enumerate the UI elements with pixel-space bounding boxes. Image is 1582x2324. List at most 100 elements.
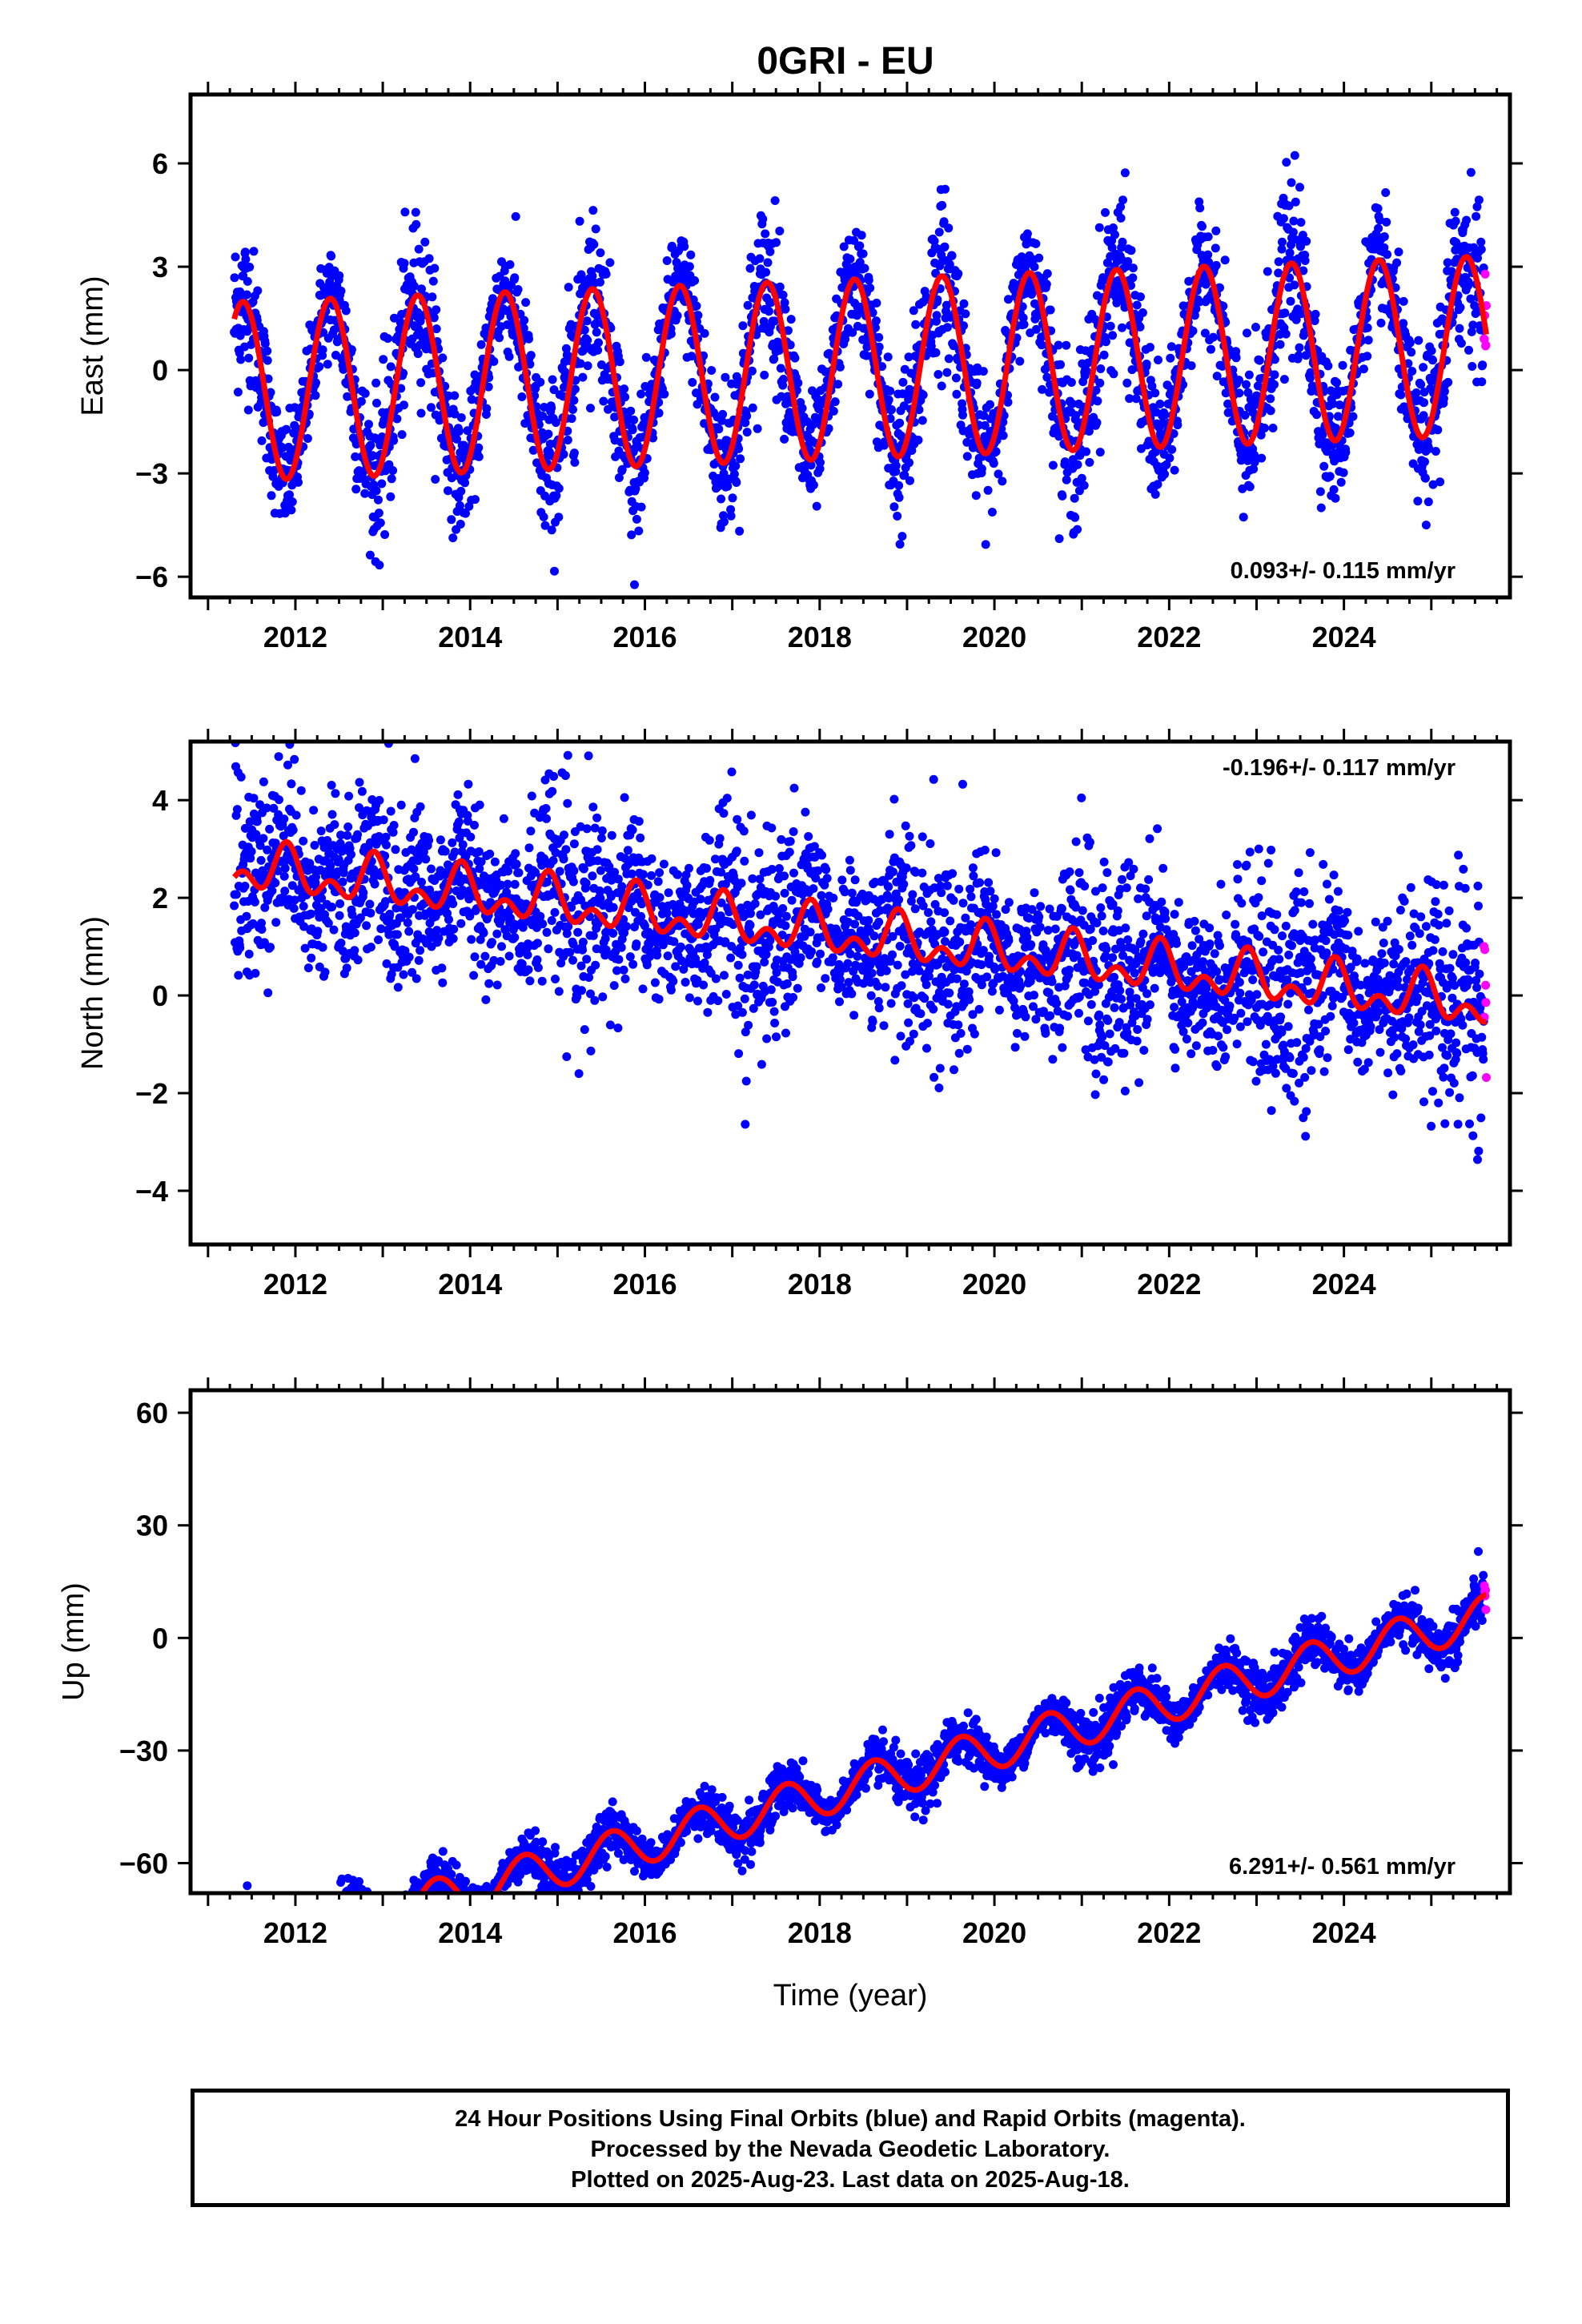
final-point: [267, 491, 276, 501]
final-point: [676, 942, 685, 951]
final-point: [623, 846, 632, 855]
final-point: [734, 1049, 744, 1059]
final-point: [738, 321, 748, 331]
final-point: [1099, 350, 1109, 360]
final-point: [720, 971, 729, 980]
final-point: [829, 893, 838, 903]
final-point: [1126, 246, 1136, 255]
final-point: [511, 211, 520, 221]
final-point: [1251, 323, 1260, 332]
final-point: [629, 415, 639, 424]
final-point: [287, 881, 297, 891]
final-point: [548, 375, 557, 384]
final-point: [1031, 324, 1041, 334]
final-point: [365, 899, 375, 909]
final-point: [727, 767, 737, 777]
final-point: [303, 963, 313, 973]
final-point: [416, 378, 426, 388]
final-point: [793, 378, 803, 388]
final-point: [777, 392, 786, 401]
final-point: [837, 283, 847, 292]
final-point: [290, 754, 299, 764]
x-tick-label: 2016: [612, 621, 677, 653]
y-tick-label: 0: [152, 354, 168, 387]
final-point: [589, 239, 599, 249]
final-point: [726, 505, 736, 514]
final-point: [570, 384, 580, 394]
final-point: [905, 476, 914, 485]
final-point: [666, 329, 676, 339]
final-point: [905, 458, 913, 468]
final-point: [789, 783, 799, 793]
final-point: [1136, 292, 1145, 302]
final-point: [1110, 230, 1119, 239]
final-point: [1279, 214, 1288, 223]
final-point: [271, 918, 281, 927]
final-point: [317, 894, 327, 903]
final-point: [1085, 457, 1094, 467]
final-point: [707, 366, 717, 375]
final-point: [1323, 447, 1331, 456]
final-point: [291, 810, 301, 820]
final-point: [732, 478, 741, 487]
final-point: [933, 295, 942, 304]
final-point: [420, 237, 430, 247]
final-point: [855, 258, 865, 267]
final-point: [780, 888, 789, 898]
final-point: [770, 196, 780, 205]
final-point: [525, 976, 535, 986]
final-point: [231, 252, 240, 262]
final-point: [255, 841, 265, 850]
final-point: [447, 515, 456, 525]
final-point: [669, 976, 678, 986]
final-point: [1153, 480, 1162, 489]
final-point: [825, 348, 834, 358]
final-point: [1198, 222, 1207, 231]
plot-frame-east: [188, 92, 1512, 600]
final-point: [307, 953, 316, 963]
final-point: [568, 955, 577, 965]
final-point: [604, 404, 612, 414]
final-point: [742, 428, 752, 437]
final-point: [360, 388, 370, 398]
final-point: [736, 454, 745, 464]
final-point: [564, 283, 573, 292]
final-point: [991, 447, 1001, 456]
final-point: [1285, 248, 1295, 258]
final-point: [1158, 418, 1167, 428]
final-point: [257, 919, 266, 928]
final-point: [1363, 352, 1372, 361]
final-point: [771, 891, 781, 901]
final-point: [898, 377, 908, 387]
final-point: [654, 995, 664, 1004]
final-point: [287, 497, 297, 507]
final-point: [448, 899, 458, 908]
final-point: [1284, 201, 1294, 211]
final-point: [781, 921, 790, 931]
final-point: [1042, 269, 1052, 279]
final-point: [524, 334, 533, 344]
final-point: [849, 235, 859, 245]
final-point: [1116, 213, 1126, 223]
final-point: [1289, 216, 1299, 226]
final-point: [514, 868, 524, 878]
final-point: [944, 354, 954, 364]
final-point: [523, 950, 532, 959]
final-point: [1421, 521, 1431, 530]
final-point: [690, 275, 700, 285]
final-point: [1439, 387, 1449, 396]
final-point: [1250, 450, 1259, 460]
rapid-point: [1480, 269, 1490, 279]
final-point: [366, 943, 375, 952]
final-point: [243, 405, 253, 415]
final-point: [1419, 363, 1428, 372]
final-point: [289, 428, 299, 438]
final-point: [242, 290, 251, 300]
final-point: [366, 908, 375, 918]
final-point: [510, 273, 520, 283]
final-point: [1420, 457, 1429, 467]
final-point: [497, 942, 506, 951]
final-point: [1466, 167, 1476, 177]
final-point: [474, 452, 484, 461]
final-point: [1381, 188, 1391, 197]
